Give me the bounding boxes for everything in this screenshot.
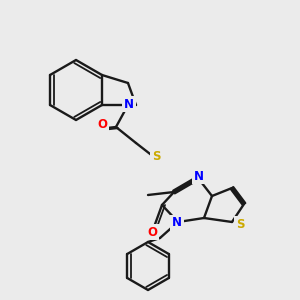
Text: S: S xyxy=(236,218,244,230)
Text: O: O xyxy=(147,226,157,238)
Text: S: S xyxy=(152,151,160,164)
Text: O: O xyxy=(97,118,107,131)
Text: N: N xyxy=(124,98,134,110)
Text: N: N xyxy=(194,169,204,182)
Text: N: N xyxy=(172,217,182,230)
